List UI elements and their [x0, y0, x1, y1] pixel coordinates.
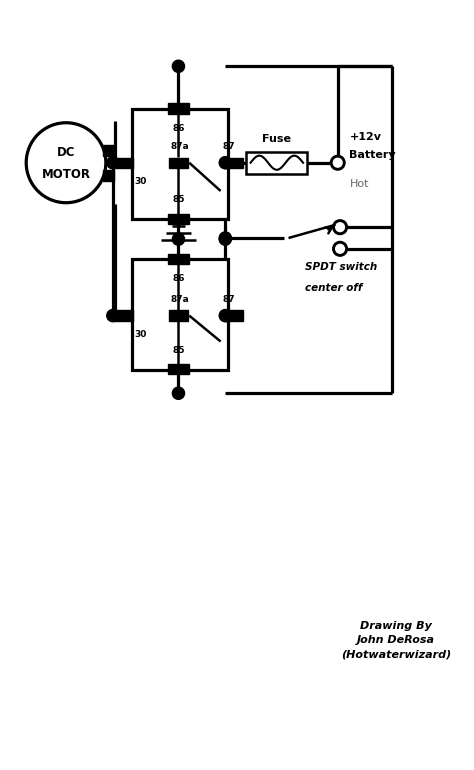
Text: Drawing By
John DeRosa
(Hotwaterwizard): Drawing By John DeRosa (Hotwaterwizard) [341, 621, 451, 659]
Text: 87: 87 [222, 295, 235, 304]
Circle shape [219, 232, 231, 244]
Text: SPDT switch: SPDT switch [305, 262, 377, 272]
Bar [132, 109, 228, 219]
Text: 87: 87 [222, 142, 235, 151]
Circle shape [219, 310, 231, 322]
Text: 85: 85 [172, 195, 185, 204]
Bar [224, 158, 243, 168]
Text: 87a: 87a [171, 295, 189, 304]
Bar [169, 310, 188, 321]
Text: 86: 86 [172, 274, 185, 283]
Text: 30: 30 [134, 330, 146, 339]
Text: Hot: Hot [349, 179, 369, 189]
Text: +12v: +12v [349, 132, 382, 142]
Bar [168, 213, 189, 224]
Bar [246, 152, 307, 173]
Circle shape [331, 156, 344, 169]
Bar [169, 158, 188, 168]
Text: center off: center off [305, 283, 362, 293]
Bar [168, 254, 189, 264]
Bar [132, 259, 228, 370]
Circle shape [26, 122, 106, 203]
Text: DC: DC [57, 146, 75, 159]
Circle shape [107, 156, 119, 169]
Circle shape [173, 60, 184, 72]
Text: Battery: Battery [349, 150, 396, 160]
Bar [168, 364, 189, 374]
Circle shape [334, 220, 346, 234]
Text: 85: 85 [172, 346, 185, 355]
Bar [114, 310, 133, 321]
Circle shape [107, 310, 119, 322]
Text: 30: 30 [134, 177, 146, 186]
Circle shape [173, 387, 184, 400]
Bar [103, 169, 114, 181]
Circle shape [173, 233, 184, 246]
Text: 87a: 87a [171, 142, 189, 151]
Text: Fuse: Fuse [262, 134, 292, 144]
Bar [103, 145, 114, 156]
Bar [224, 310, 243, 321]
Circle shape [334, 243, 346, 256]
Bar [114, 158, 133, 168]
Text: 86: 86 [172, 124, 185, 132]
Circle shape [219, 233, 231, 246]
Circle shape [219, 156, 231, 169]
Text: MOTOR: MOTOR [42, 168, 91, 181]
Bar [168, 103, 189, 114]
